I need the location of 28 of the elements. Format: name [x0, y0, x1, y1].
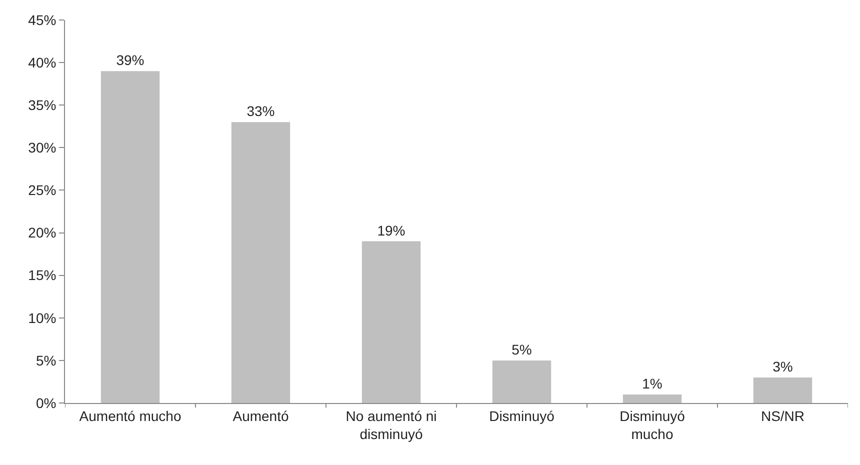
x-tick-label: Aumentó — [232, 408, 289, 424]
bar — [492, 360, 552, 403]
y-tick-label: 20% — [28, 224, 56, 241]
y-tick-label: 35% — [28, 97, 56, 114]
x-tick-label: Disminuyó mucho — [620, 408, 686, 442]
x-tick-label: Disminuyó — [489, 408, 555, 424]
y-tick-label: 25% — [28, 182, 56, 198]
x-tick-label: No aumentó ni disminuyó — [346, 408, 437, 442]
y-tick-label: 0% — [36, 394, 56, 411]
data-label: 3% — [772, 358, 793, 374]
bar — [231, 122, 290, 403]
x-tick-label: NS/NR — [760, 408, 805, 424]
data-label: 19% — [377, 222, 406, 238]
bar — [100, 71, 160, 403]
data-label: 1% — [642, 375, 662, 392]
bar — [622, 394, 682, 403]
x-tick-label: Aumentó mucho — [79, 408, 182, 424]
y-tick-label: 10% — [28, 310, 56, 326]
data-label: 33% — [246, 103, 275, 120]
bar — [753, 377, 812, 403]
y-tick-label: 15% — [28, 267, 56, 284]
bar — [362, 241, 421, 403]
data-label: 39% — [116, 52, 144, 68]
y-tick-label: 5% — [36, 352, 56, 368]
y-tick-label: 45% — [28, 12, 56, 28]
data-label: 5% — [512, 341, 532, 358]
y-tick-label: 30% — [28, 140, 56, 156]
y-tick-label: 40% — [28, 54, 56, 70]
